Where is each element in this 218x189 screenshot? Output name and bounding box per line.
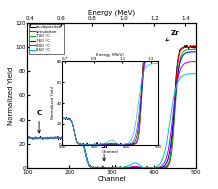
Y-axis label: Normalized Yield: Normalized Yield xyxy=(51,87,55,119)
simulation xyxy=(150,167,153,169)
as-deposited xyxy=(87,161,89,164)
800 °C xyxy=(134,165,137,167)
850 °C xyxy=(119,167,121,169)
simulation xyxy=(133,167,135,169)
850 °C xyxy=(134,162,137,164)
Line: simulation: simulation xyxy=(27,47,196,168)
X-axis label: Energy (MeV): Energy (MeV) xyxy=(96,53,124,57)
760 °C xyxy=(111,167,114,169)
as-deposited xyxy=(134,167,136,170)
as-deposited xyxy=(137,169,139,172)
800 °C xyxy=(150,167,153,169)
as-deposited xyxy=(26,136,29,139)
700 °C xyxy=(87,162,89,164)
Text: Si: Si xyxy=(100,143,108,161)
X-axis label: Energy (MeV): Energy (MeV) xyxy=(88,10,135,16)
as-deposited xyxy=(118,167,121,169)
simulation xyxy=(118,167,121,169)
Y-axis label: Normalized Yield: Normalized Yield xyxy=(8,66,14,125)
850 °C xyxy=(26,137,29,139)
X-axis label: Channel: Channel xyxy=(97,176,126,182)
as-deposited xyxy=(186,44,188,46)
simulation xyxy=(48,137,51,139)
simulation xyxy=(111,167,113,169)
700 °C xyxy=(195,48,198,50)
700 °C xyxy=(134,167,137,169)
Legend: as-deposited, simulation, 700 °C, 760 °C, 800 °C, 850 °C: as-deposited, simulation, 700 °C, 760 °C… xyxy=(29,24,64,53)
700 °C xyxy=(119,167,121,169)
800 °C xyxy=(87,162,89,164)
simulation xyxy=(87,162,89,164)
800 °C xyxy=(111,167,114,169)
Text: Zr: Zr xyxy=(166,30,180,41)
Text: C: C xyxy=(36,110,42,133)
850 °C xyxy=(99,167,102,169)
800 °C xyxy=(195,60,198,63)
800 °C xyxy=(48,137,51,139)
850 °C xyxy=(111,167,114,169)
760 °C xyxy=(150,167,153,169)
as-deposited xyxy=(111,167,113,169)
700 °C xyxy=(111,167,114,169)
as-deposited xyxy=(195,47,198,49)
X-axis label: Channel: Channel xyxy=(102,150,119,154)
850 °C xyxy=(195,73,198,75)
800 °C xyxy=(101,167,103,169)
Line: 700 °C: 700 °C xyxy=(27,49,196,168)
760 °C xyxy=(119,167,121,169)
700 °C xyxy=(150,167,153,169)
760 °C xyxy=(48,137,51,139)
Line: 850 °C: 850 °C xyxy=(27,74,196,168)
Line: 760 °C: 760 °C xyxy=(27,52,196,168)
700 °C xyxy=(26,137,29,139)
as-deposited xyxy=(150,167,153,169)
700 °C xyxy=(103,167,106,169)
Line: 800 °C: 800 °C xyxy=(27,62,196,168)
760 °C xyxy=(195,51,198,53)
850 °C xyxy=(48,137,51,139)
simulation xyxy=(195,46,198,48)
simulation xyxy=(134,167,137,169)
simulation xyxy=(26,137,29,139)
850 °C xyxy=(150,167,153,169)
760 °C xyxy=(134,166,137,169)
800 °C xyxy=(119,167,121,169)
700 °C xyxy=(48,137,51,139)
800 °C xyxy=(26,137,29,139)
760 °C xyxy=(26,137,29,139)
850 °C xyxy=(87,162,89,164)
as-deposited xyxy=(48,137,51,139)
760 °C xyxy=(87,162,89,164)
760 °C xyxy=(102,167,105,169)
Line: as-deposited: as-deposited xyxy=(27,45,196,170)
